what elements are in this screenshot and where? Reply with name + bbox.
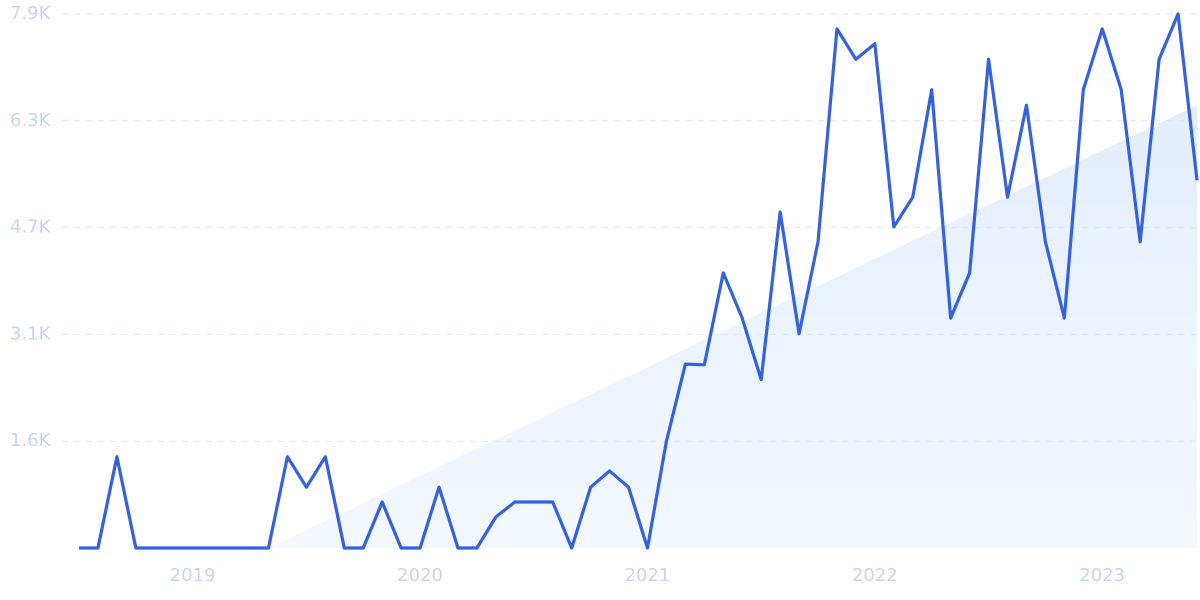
x-tick-label: 2020 (397, 565, 443, 586)
y-tick-label: 6.3K (10, 110, 52, 131)
line (79, 12, 1199, 550)
y-tick-label: 7.9K (10, 3, 52, 24)
y-tick-label: 3.1K (10, 323, 52, 344)
x-tick-label: 2022 (852, 565, 898, 586)
y-tick-label: 4.7K (10, 217, 52, 238)
x-tick-label: 2019 (170, 565, 216, 586)
x-tick-label: 2023 (1079, 565, 1125, 586)
x-tick-label: 2021 (625, 565, 671, 586)
trend-area (268, 105, 1197, 548)
y-tick-label: 1.6K (10, 430, 52, 451)
